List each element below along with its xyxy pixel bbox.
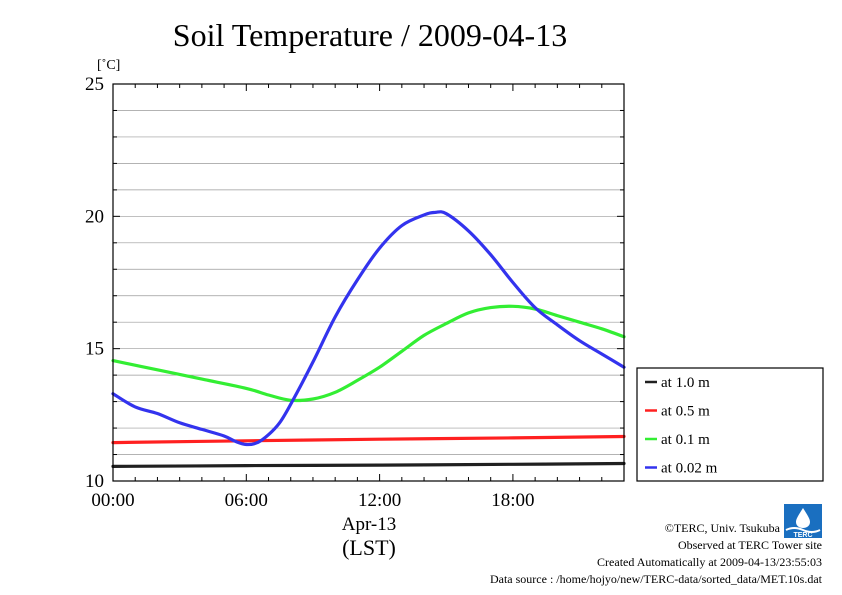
x-tick-label: 06:00 [225, 490, 268, 511]
y-axis-unit: [˚C] [97, 58, 120, 73]
legend-items: at 1.0 m at 0.5 m at 0.1 m at 0.02 m [645, 375, 718, 477]
plot-frame [112, 83, 625, 482]
x-axis-unit: (LST) [342, 535, 396, 560]
legend-label: at 0.1 m [661, 432, 710, 448]
water-drop-icon [796, 508, 810, 528]
terc-logo: TERC [784, 504, 822, 539]
legend: at 1.0 m at 0.5 m at 0.1 m at 0.02 m [636, 367, 824, 482]
legend-label: at 1.0 m [661, 375, 710, 391]
x-tick-labels: 00:00 06:00 12:00 18:00 [91, 490, 534, 511]
copyright-text: ©TERC, Univ. Tsukuba [665, 521, 781, 535]
chart-title: Soil Temperature / 2009-04-13 [173, 17, 567, 53]
legend-label: at 0.02 m [661, 461, 718, 477]
y-tick-label: 15 [85, 339, 104, 360]
y-tick-label: 10 [85, 471, 104, 492]
series-line-at-1-0-m [111, 461, 626, 468]
series-line-at-0-02-m [111, 210, 626, 447]
series-lines [111, 210, 626, 468]
y-tick-labels: 10 15 20 25 [85, 74, 104, 492]
y-tick-label: 25 [85, 74, 104, 95]
legend-label: at 0.5 m [661, 404, 710, 420]
gridlines [112, 83, 625, 482]
series-line-at-0-1-m [111, 304, 626, 403]
logo-text: TERC [793, 532, 812, 539]
x-tick-label: 18:00 [491, 490, 534, 511]
y-tick-label: 20 [85, 206, 104, 227]
series-line-at-0-5-m [111, 434, 626, 445]
x-axis-date: Apr-13 [342, 514, 397, 535]
legend-box [636, 367, 824, 482]
x-tick-label: 12:00 [358, 490, 401, 511]
x-tick-label: 00:00 [91, 490, 134, 511]
observed-text: Observed at TERC Tower site [678, 538, 822, 552]
created-text: Created Automatically at 2009-04-13/23:5… [597, 555, 822, 569]
data-source-text: Data source : /home/hojyo/new/TERC-data/… [490, 572, 823, 586]
logo-wave [785, 527, 821, 533]
